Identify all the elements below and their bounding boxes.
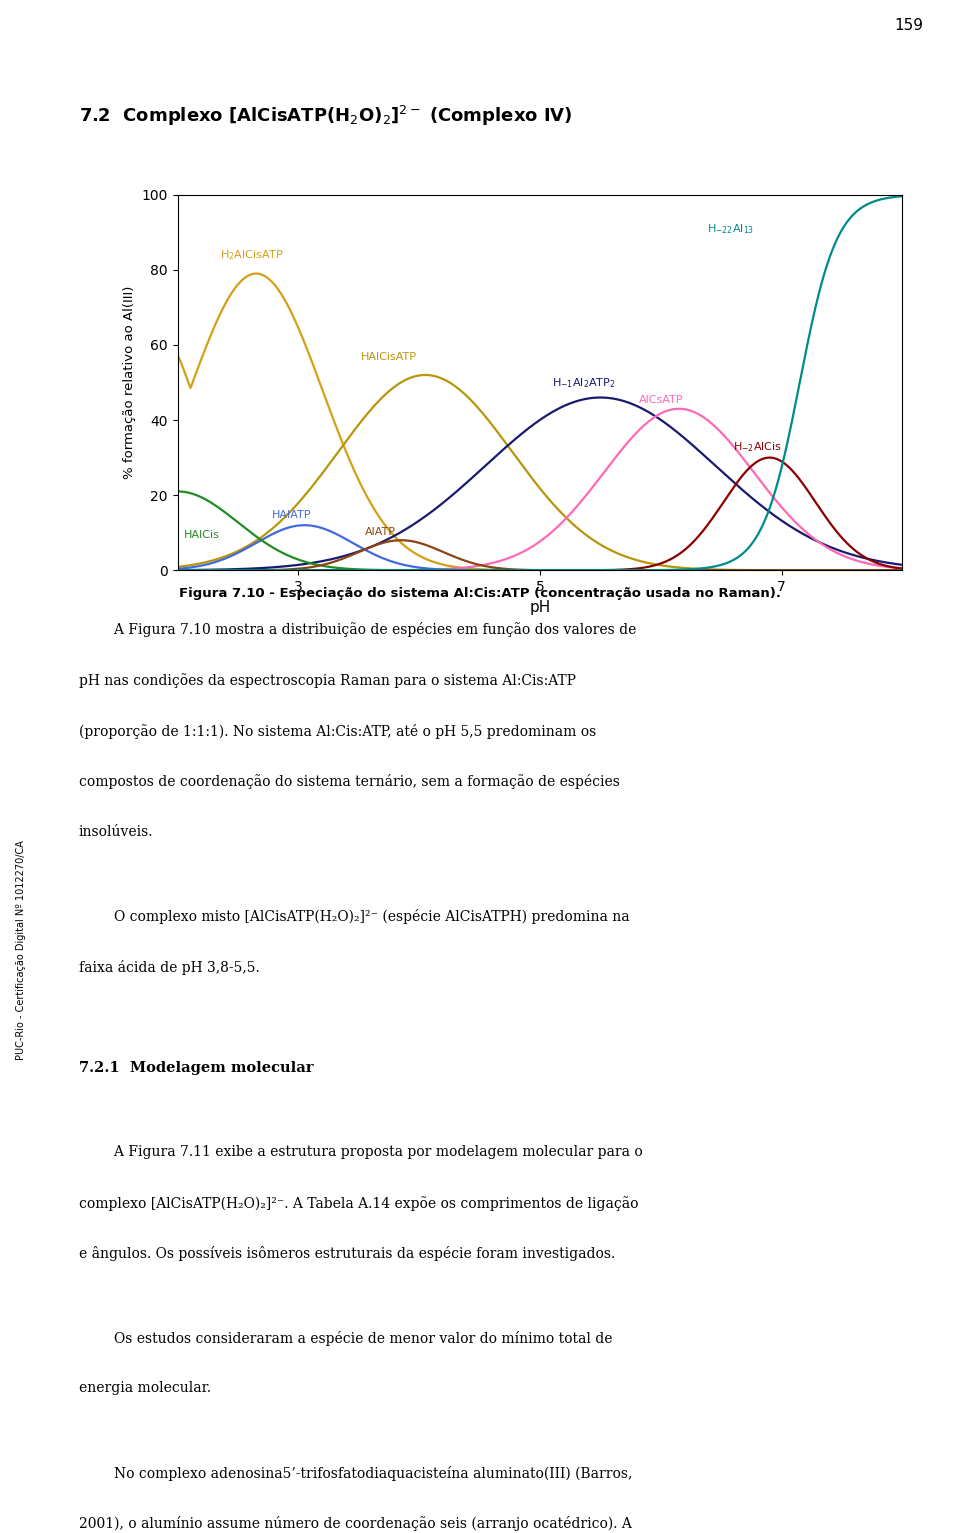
Text: A Figura 7.10 mostra a distribuição de espécies em função dos valores de: A Figura 7.10 mostra a distribuição de e… — [79, 622, 636, 638]
Text: insolúveis.: insolúveis. — [79, 825, 154, 839]
Text: energia molecular.: energia molecular. — [79, 1381, 211, 1395]
Text: $\mathregular{H_{-2}}$AlCis: $\mathregular{H_{-2}}$AlCis — [733, 440, 782, 454]
Text: AlCsATP: AlCsATP — [639, 396, 684, 405]
Text: complexo [AlCisATP(H₂O)₂]²⁻. A Tabela A.14 expõe os comprimentos de ligação: complexo [AlCisATP(H₂O)₂]²⁻. A Tabela A.… — [79, 1196, 638, 1211]
Text: (proporção de 1:1:1). No sistema Al:Cis:ATP, até o pH 5,5 predominam os: (proporção de 1:1:1). No sistema Al:Cis:… — [79, 724, 596, 739]
Text: pH nas condições da espectroscopia Raman para o sistema Al:Cis:ATP: pH nas condições da espectroscopia Raman… — [79, 673, 576, 688]
Text: $\mathregular{H_{-22}Al_{13}}$: $\mathregular{H_{-22}Al_{13}}$ — [707, 222, 754, 236]
Text: $\mathregular{H_2}$AlCisATP: $\mathregular{H_2}$AlCisATP — [220, 248, 284, 262]
Text: 7.2  Complexo [AlCisATP(H$_2$O)$_2$]$^{2-}$ (Complexo IV): 7.2 Complexo [AlCisATP(H$_2$O)$_2$]$^{2-… — [79, 104, 572, 129]
Text: compostos de coordenação do sistema ternário, sem a formação de espécies: compostos de coordenação do sistema tern… — [79, 774, 619, 789]
Text: 2001), o alumínio assume número de coordenação seis (arranjo ocatédrico). A: 2001), o alumínio assume número de coord… — [79, 1516, 632, 1531]
Text: HAICis: HAICis — [183, 530, 220, 540]
Y-axis label: % formação relativo ao Al(III): % formação relativo ao Al(III) — [123, 285, 136, 480]
Text: e ângulos. Os possíveis isômeros estruturais da espécie foram investigados.: e ângulos. Os possíveis isômeros estrutu… — [79, 1246, 615, 1262]
Text: Os estudos consideraram a espécie de menor valor do mínimo total de: Os estudos consideraram a espécie de men… — [79, 1331, 612, 1346]
Text: 159: 159 — [895, 18, 924, 32]
Text: Figura 7.10 - Especiação do sistema Al:Cis:ATP (concentração usada no Raman).: Figura 7.10 - Especiação do sistema Al:C… — [179, 587, 781, 599]
Text: AlATP: AlATP — [365, 527, 396, 537]
Text: A Figura 7.11 exibe a estrutura proposta por modelagem molecular para o: A Figura 7.11 exibe a estrutura proposta… — [79, 1145, 642, 1159]
Text: O complexo misto [AlCisATP(H₂O)₂]²⁻ (espécie AlCisATPH) predomina na: O complexo misto [AlCisATP(H₂O)₂]²⁻ (esp… — [79, 909, 630, 924]
Text: No complexo adenosina5’-trifosfatodiaquacisteína aluminato(III) (Barros,: No complexo adenosina5’-trifosfatodiaqua… — [79, 1466, 632, 1481]
Text: HAIATP: HAIATP — [272, 509, 311, 520]
Text: HAlCisATP: HAlCisATP — [361, 353, 418, 362]
Text: 7.2.1  Modelagem molecular: 7.2.1 Modelagem molecular — [79, 1061, 313, 1075]
Text: faixa ácida de pH 3,8-5,5.: faixa ácida de pH 3,8-5,5. — [79, 960, 259, 975]
X-axis label: pH: pH — [529, 599, 551, 615]
Text: PUC-Rio - Certificação Digital Nº 1012270/CA: PUC-Rio - Certificação Digital Nº 101227… — [16, 840, 26, 1061]
Text: $\mathregular{H_{-1}Al_2ATP_2}$: $\mathregular{H_{-1}Al_2ATP_2}$ — [552, 376, 615, 389]
